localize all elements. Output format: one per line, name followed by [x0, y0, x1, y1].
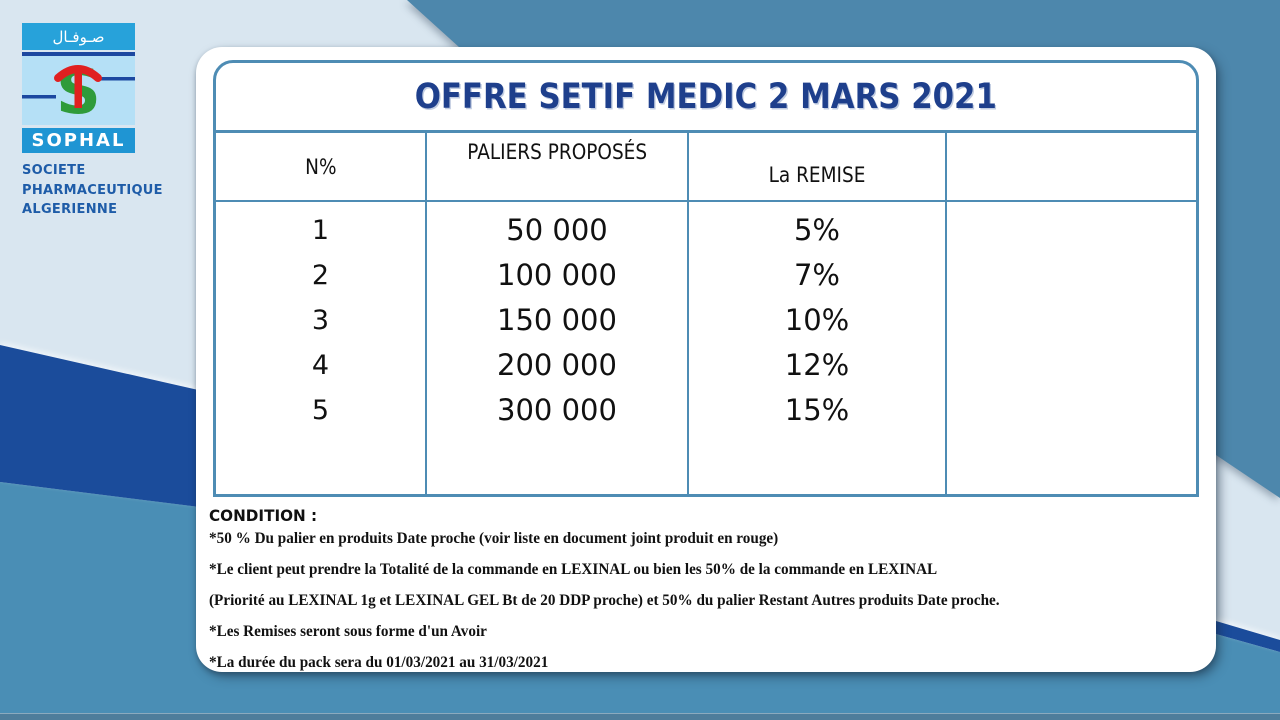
offer-title-row: OFFRE SETIF MEDIC 2 MARS 2021: [216, 63, 1196, 133]
table-cell: 200 000: [497, 348, 617, 382]
table-column-n-values: 1 2 3 4 5: [216, 202, 427, 494]
logo-arabic-text: صـوفـال: [52, 27, 105, 46]
column-header-remise: La REMISE: [689, 133, 947, 202]
table-cell: 300 000: [497, 393, 617, 427]
table-cell: 1: [311, 215, 330, 246]
logo-arabic-banner: صـوفـال: [22, 23, 135, 50]
table-cell: 5%: [793, 213, 840, 247]
table-cell: 4: [311, 350, 330, 381]
condition-line: *La durée du pack sera du 01/03/2021 au …: [209, 654, 549, 671]
table-column-empty: [947, 202, 1196, 494]
logo-brand-text: SOPHAL: [31, 130, 126, 151]
table-cell: 12%: [784, 348, 850, 382]
company-name-line: ALGERIENNE: [22, 202, 118, 217]
table-cell: 7%: [793, 258, 840, 292]
table-cell: 5: [311, 395, 330, 426]
company-name-line: PHARMACEUTIQUE: [22, 182, 163, 198]
company-name: SOCIETE PHARMACEUTIQUE ALGERIENNE: [22, 161, 192, 220]
table-column-palier-values: 50 000 100 000 150 000 200 000 300 000: [427, 202, 689, 494]
condition-line: *50 % Du palier en produits Date proche …: [209, 530, 779, 547]
offer-table: OFFRE SETIF MEDIC 2 MARS 2021 N% PALIERS…: [213, 60, 1199, 497]
background-bottom-strip: [0, 713, 1280, 720]
conditions-section: CONDITION : *50 % Du palier en produits …: [209, 506, 1129, 685]
condition-line: *Le client peut prendre la Totalité de l…: [209, 561, 938, 578]
table-cell: 2: [311, 260, 330, 291]
table-cell: 150 000: [497, 303, 617, 337]
page-title: OFFRE SETIF MEDIC 2 MARS 2021: [414, 76, 998, 117]
sophal-s-mark-icon: S: [22, 55, 135, 128]
condition-line: (Priorité au LEXINAL 1g et LEXINAL GEL B…: [209, 592, 1000, 609]
offer-table-grid: N% PALIERS PROPOSÉS La REMISE 1 2 3 4: [216, 133, 1196, 494]
logo-brand-banner: SOPHAL: [22, 128, 135, 153]
table-cell: 3: [311, 305, 330, 336]
company-name-line: SOCIETE: [22, 163, 86, 178]
table-cell: 100 000: [497, 258, 617, 292]
sophal-logo-icon: S: [22, 52, 135, 128]
conditions-heading: CONDITION :: [209, 506, 318, 525]
column-header-empty: [947, 133, 1196, 202]
content-card: OFFRE SETIF MEDIC 2 MARS 2021 N% PALIERS…: [196, 47, 1216, 672]
condition-line: *Les Remises seront sous forme d'un Avoi…: [209, 623, 487, 640]
column-header-paliers: PALIERS PROPOSÉS: [427, 133, 689, 202]
table-column-remise-values: 5% 7% 10% 12% 15%: [689, 202, 947, 494]
column-header-n: N%: [216, 133, 427, 202]
table-cell: 50 000: [506, 213, 608, 247]
table-cell: 10%: [784, 303, 850, 337]
table-cell: 15%: [784, 393, 850, 427]
